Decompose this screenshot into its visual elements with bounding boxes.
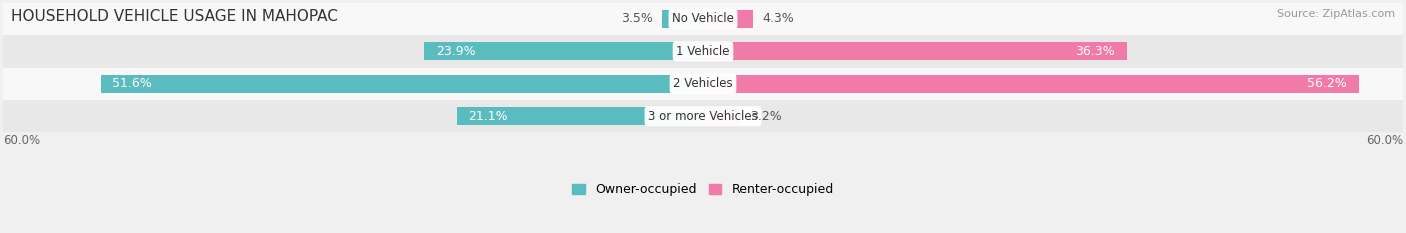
Text: No Vehicle: No Vehicle (672, 13, 734, 25)
Text: 21.1%: 21.1% (468, 110, 508, 123)
Bar (3, 100, 1403, 132)
Text: 3 or more Vehicles: 3 or more Vehicles (648, 110, 758, 123)
Text: 3.5%: 3.5% (621, 13, 652, 25)
Bar (703, 107, 741, 125)
Bar (662, 10, 703, 28)
Text: 60.0%: 60.0% (1367, 134, 1403, 147)
Text: 60.0%: 60.0% (3, 134, 39, 147)
Text: 2 Vehicles: 2 Vehicles (673, 77, 733, 90)
Bar (3, 3, 1403, 35)
Bar (703, 42, 1126, 60)
Text: 23.9%: 23.9% (436, 45, 475, 58)
Bar (3, 35, 1403, 68)
Text: HOUSEHOLD VEHICLE USAGE IN MAHOPAC: HOUSEHOLD VEHICLE USAGE IN MAHOPAC (11, 9, 337, 24)
Text: 4.3%: 4.3% (762, 13, 794, 25)
Text: 56.2%: 56.2% (1308, 77, 1347, 90)
Text: 3.2%: 3.2% (749, 110, 782, 123)
Text: 36.3%: 36.3% (1076, 45, 1115, 58)
Legend: Owner-occupied, Renter-occupied: Owner-occupied, Renter-occupied (568, 178, 838, 201)
Text: 51.6%: 51.6% (112, 77, 152, 90)
Bar (457, 107, 703, 125)
Text: Source: ZipAtlas.com: Source: ZipAtlas.com (1277, 9, 1395, 19)
Bar (3, 68, 1403, 100)
Bar (703, 10, 754, 28)
Bar (703, 75, 1358, 93)
Bar (425, 42, 703, 60)
Text: 1 Vehicle: 1 Vehicle (676, 45, 730, 58)
Bar (101, 75, 703, 93)
